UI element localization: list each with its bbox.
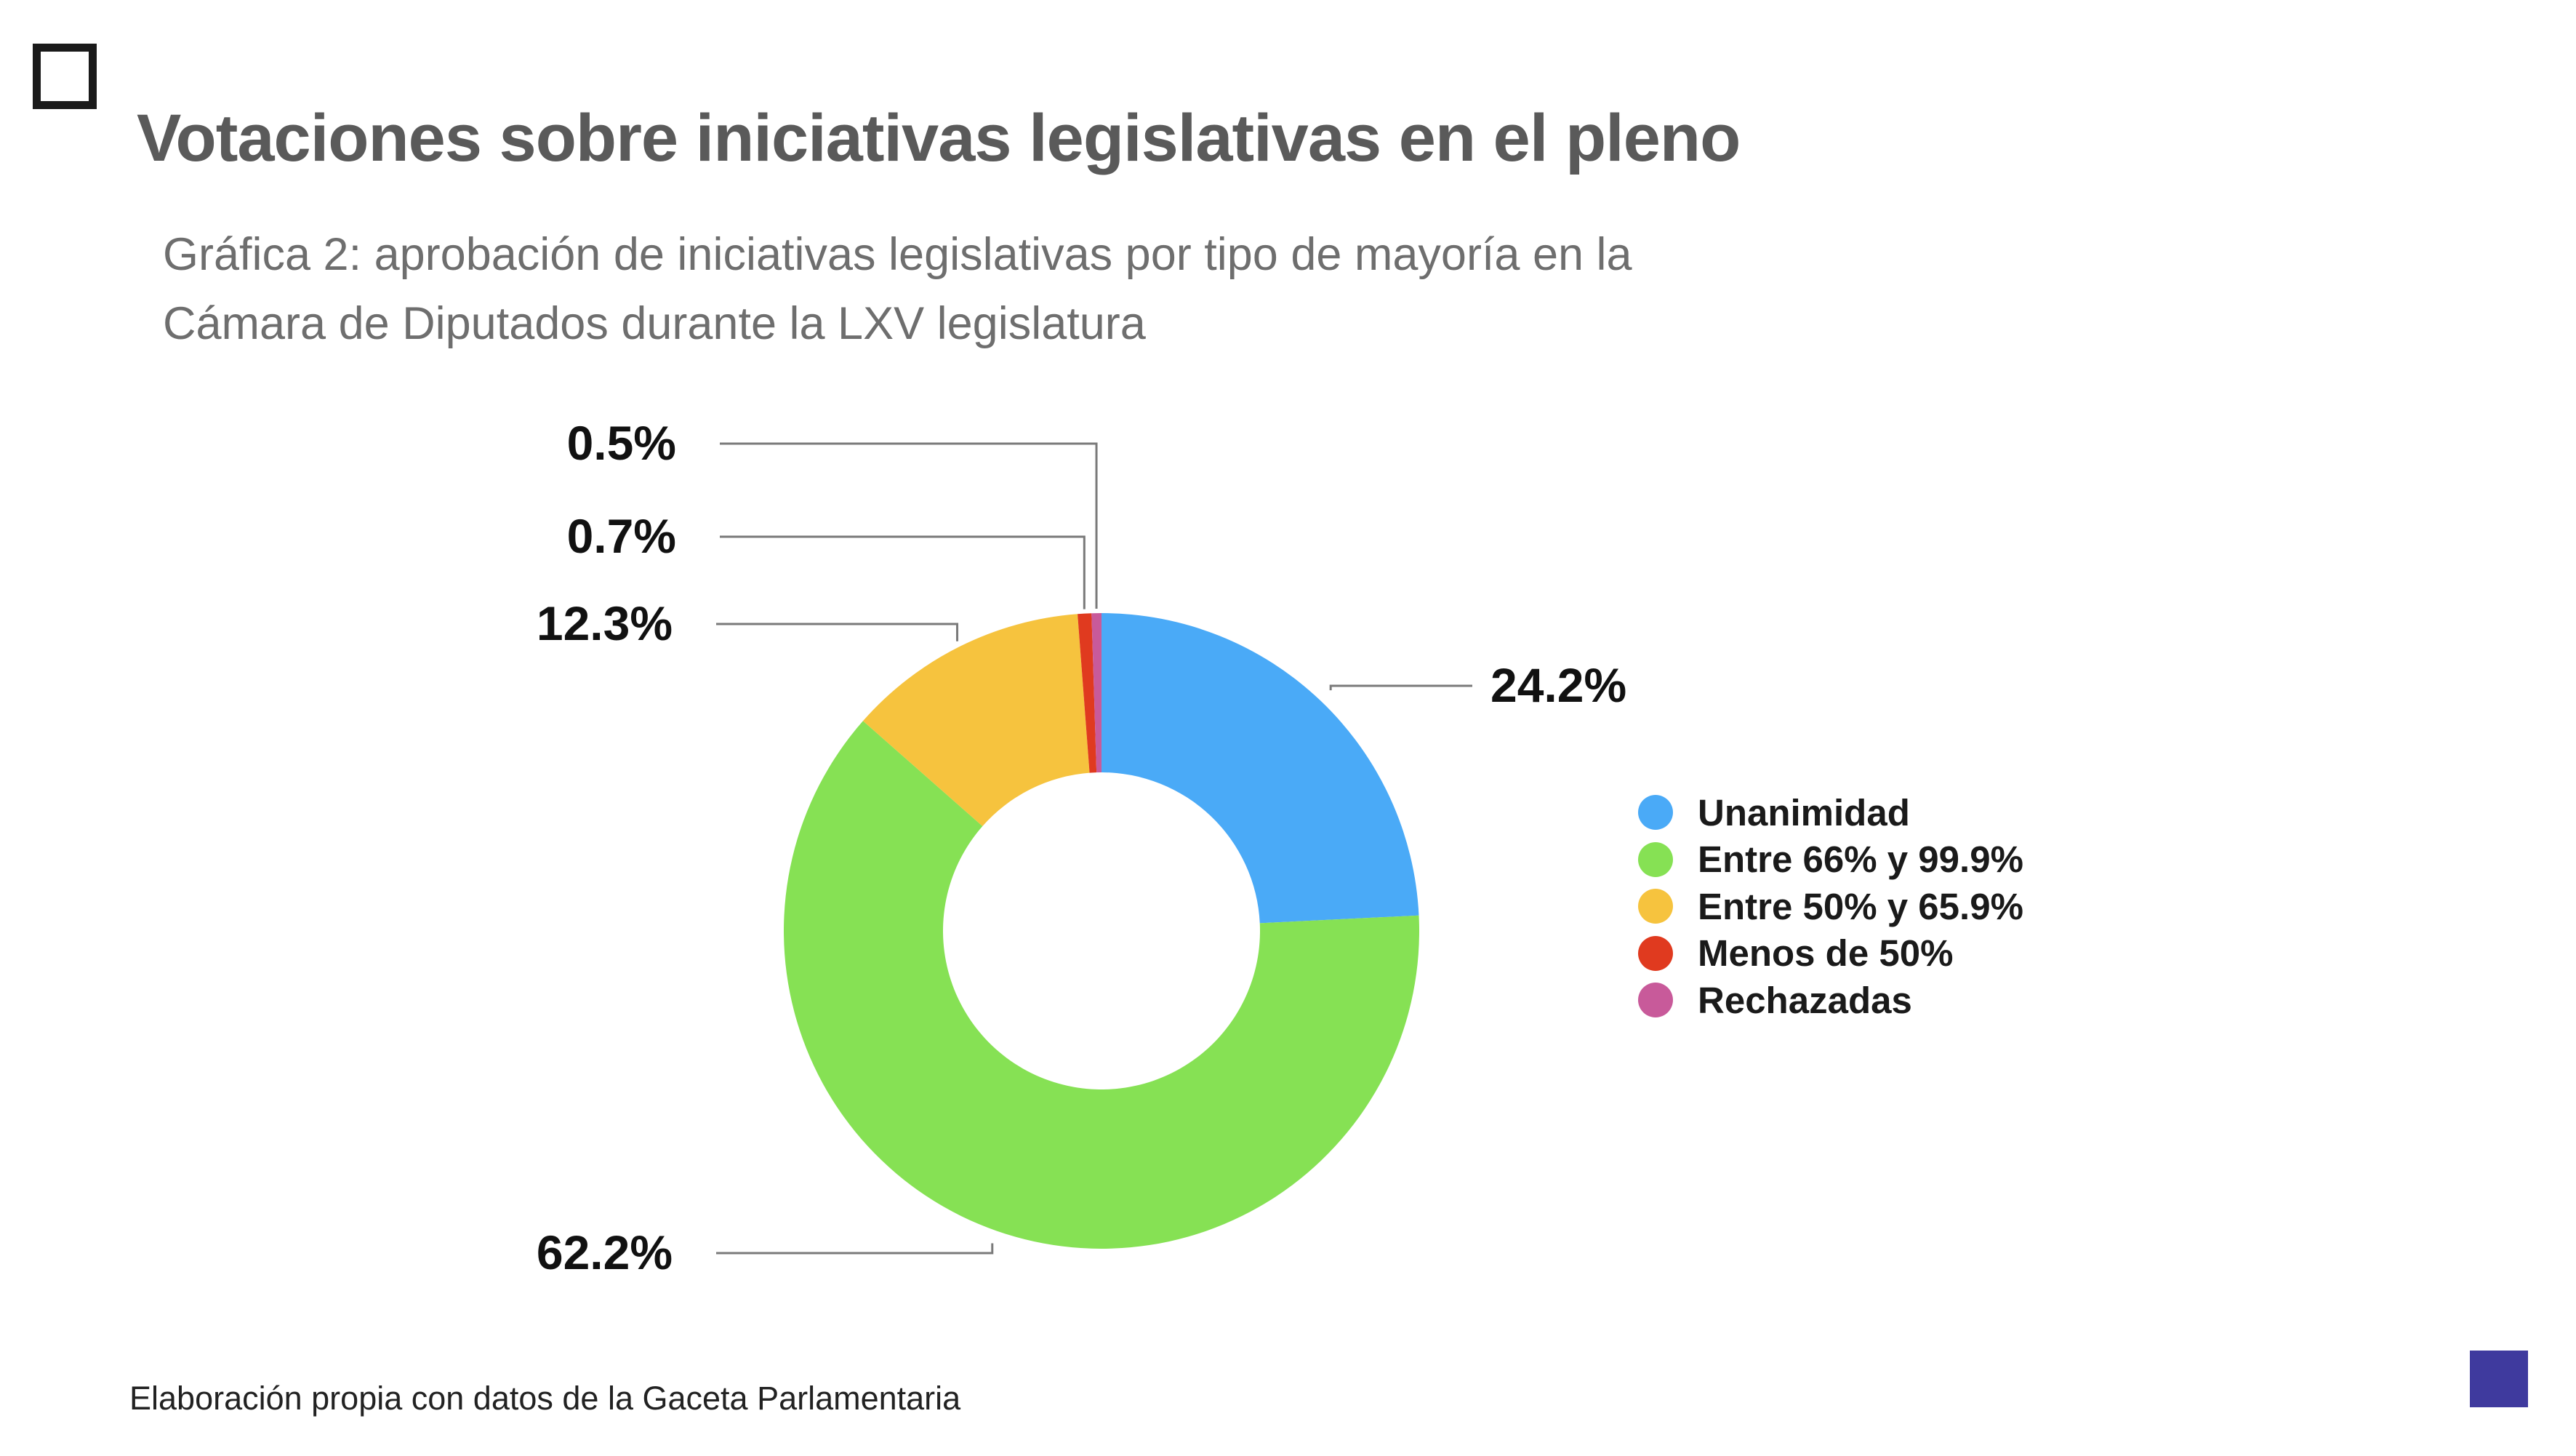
leader-line-entre-50-y-65-9 (716, 623, 959, 641)
data-label-menos-de-50: 0.7% (567, 509, 676, 563)
legend-swatch-icon (1638, 935, 1673, 971)
legend-label: Rechazadas (1698, 979, 1912, 1021)
subtitle-line-2: Cámara de Diputados durante la LXV legis… (163, 298, 1146, 349)
chart-legend: Unanimidad Entre 66% y 99.9% Entre 50% y… (1638, 789, 2023, 1024)
data-label-rechazadas: 0.5% (567, 416, 676, 470)
legend-swatch-icon (1638, 983, 1673, 1018)
legend-item-menos-de-50: Menos de 50% (1638, 930, 2023, 977)
corner-accent-square (2470, 1351, 2528, 1407)
subtitle-line-1: Gráfica 2: aprobación de iniciativas leg… (163, 229, 1632, 280)
legend-label: Unanimidad (1698, 791, 1910, 833)
slice-unanimidad (1102, 613, 1419, 924)
data-label-unanimidad: 24.2% (1490, 658, 1626, 712)
leader-line-entre-66-y-99-9 (716, 1243, 994, 1255)
donut-slices (783, 613, 1419, 1249)
data-label-entre-66-y-99-9: 62.2% (537, 1225, 673, 1279)
legend-item-unanimidad: Unanimidad (1638, 789, 2023, 836)
legend-label: Menos de 50% (1698, 932, 1954, 975)
legend-swatch-icon (1638, 889, 1673, 924)
slice-rechazadas (1091, 613, 1102, 773)
legend-swatch-icon (1638, 841, 1673, 877)
slice-menos-de-50 (1078, 613, 1097, 773)
data-label-entre-50-y-65-9: 12.3% (537, 596, 673, 650)
source-note: Elaboración propia con datos de la Gacet… (129, 1380, 961, 1417)
slice-entre-50-y-65-9 (862, 614, 1090, 826)
leader-line-unanimidad (1329, 684, 1472, 691)
corner-checkbox-outline (33, 44, 97, 109)
legend-label: Entre 50% y 65.9% (1698, 885, 2023, 927)
leader-line-menos-de-50 (720, 535, 1086, 609)
legend-item-entre-50-y-65-9: Entre 50% y 65.9% (1638, 883, 2023, 930)
leader-lines (716, 442, 1472, 1255)
legend-item-entre-66-y-99-9: Entre 66% y 99.9% (1638, 836, 2023, 884)
legend-swatch-icon (1638, 795, 1673, 831)
slice-entre-66-y-99-9 (783, 721, 1419, 1249)
leader-line-rechazadas (720, 442, 1098, 609)
data-labels: 24.2% 62.2% 12.3% 0.7% 0.5% (537, 416, 1626, 1279)
slide-title: Votaciones sobre iniciativas legislativa… (137, 101, 1741, 175)
legend-item-rechazadas: Rechazadas (1638, 977, 2023, 1024)
legend-label: Entre 66% y 99.9% (1698, 839, 2023, 881)
chart-subtitle: Gráfica 2: aprobación de iniciativas leg… (163, 220, 1762, 359)
